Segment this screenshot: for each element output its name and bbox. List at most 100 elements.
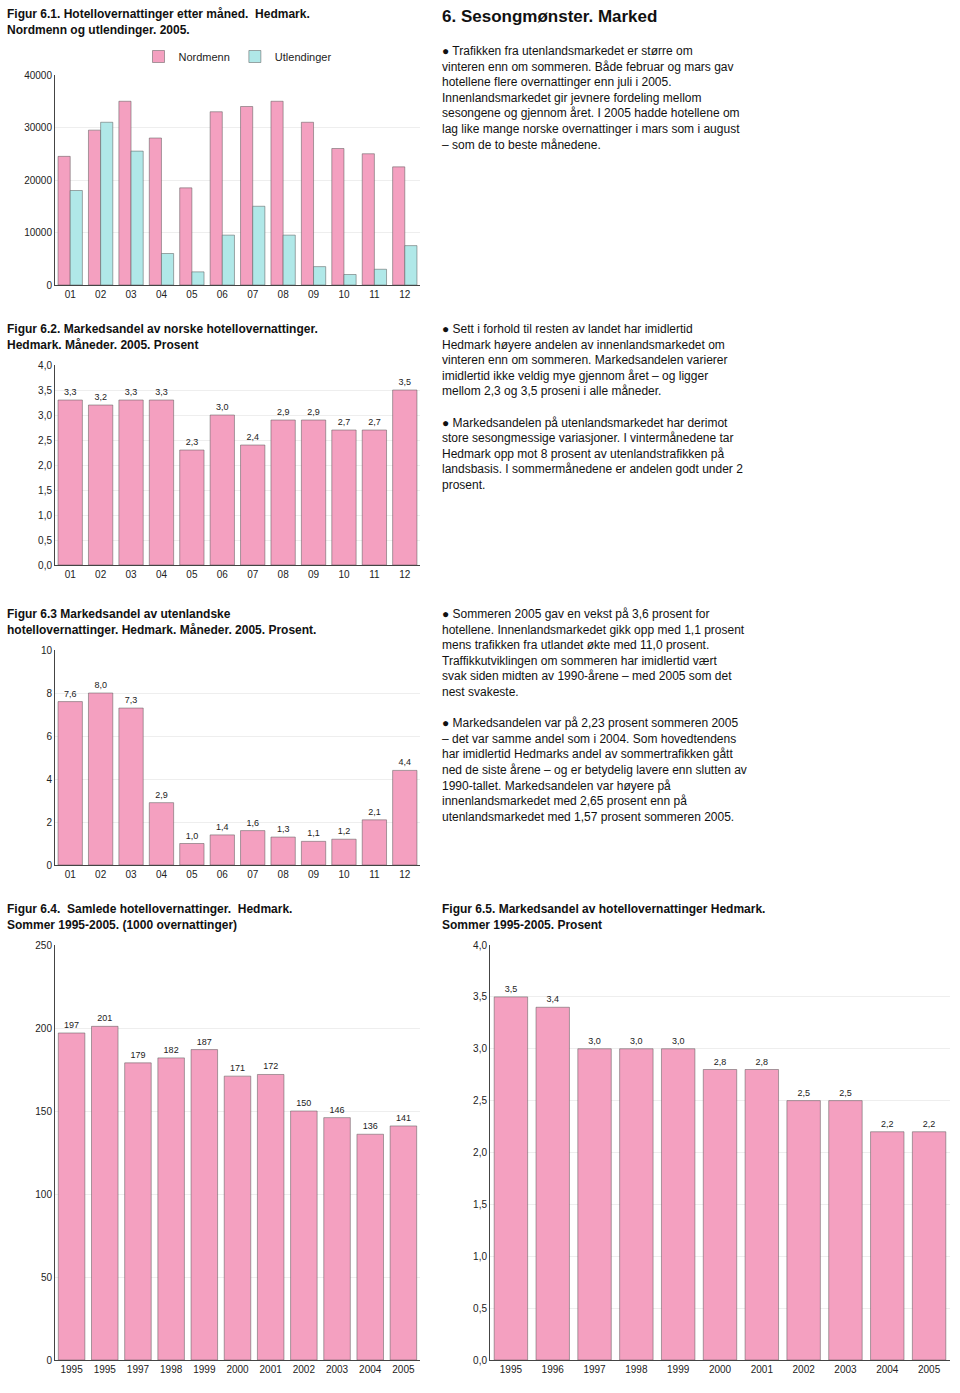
- svg-text:03: 03: [125, 569, 137, 580]
- svg-text:1,3: 1,3: [277, 824, 290, 834]
- svg-text:01: 01: [65, 869, 77, 880]
- svg-text:3,5: 3,5: [505, 984, 518, 994]
- svg-text:07: 07: [247, 569, 259, 580]
- svg-text:10: 10: [338, 869, 350, 880]
- svg-text:2005: 2005: [392, 1364, 415, 1375]
- svg-text:3,3: 3,3: [125, 387, 138, 397]
- svg-text:6. Sesongmønster. Marked: 6. Sesongmønster. Marked: [442, 7, 657, 26]
- svg-text:2005: 2005: [918, 1364, 941, 1375]
- svg-text:09: 09: [308, 569, 320, 580]
- svg-text:2004: 2004: [359, 1364, 382, 1375]
- svg-text:2,2: 2,2: [881, 1119, 894, 1129]
- svg-text:Figur 6.2. Markedsandel av nor: Figur 6.2. Markedsandel av norske hotell…: [7, 322, 318, 352]
- svg-text:Figur 6.5. Markedsandel av hot: Figur 6.5. Markedsandel av hotellovernat…: [442, 902, 765, 932]
- svg-text:04: 04: [156, 869, 168, 880]
- svg-text:2,5: 2,5: [38, 435, 52, 446]
- svg-text:1995: 1995: [500, 1364, 523, 1375]
- svg-text:0: 0: [46, 280, 52, 291]
- svg-text:06: 06: [217, 289, 229, 300]
- svg-text:1,0: 1,0: [186, 831, 199, 841]
- svg-text:● Sett i forhold til resten av: ● Sett i forhold til resten av landet ha…: [442, 322, 743, 492]
- svg-text:01: 01: [65, 289, 77, 300]
- svg-text:Nordmenn: Nordmenn: [179, 51, 230, 63]
- svg-text:Figur 6.4. Samlede hotellover: Figur 6.4. Samlede hotellovernattinger. …: [7, 902, 292, 932]
- svg-text:3,0: 3,0: [672, 1036, 685, 1046]
- svg-text:3,3: 3,3: [64, 387, 77, 397]
- svg-text:07: 07: [247, 289, 259, 300]
- svg-text:04: 04: [156, 289, 168, 300]
- svg-text:3,5: 3,5: [38, 385, 52, 396]
- svg-text:05: 05: [186, 569, 198, 580]
- svg-text:2,8: 2,8: [714, 1057, 727, 1067]
- svg-text:2003: 2003: [326, 1364, 349, 1375]
- svg-text:0,5: 0,5: [38, 535, 52, 546]
- svg-text:3,5: 3,5: [399, 377, 412, 387]
- svg-text:179: 179: [130, 1050, 145, 1060]
- svg-text:0,5: 0,5: [473, 1303, 487, 1314]
- svg-text:30000: 30000: [24, 122, 52, 133]
- svg-text:4: 4: [46, 774, 52, 785]
- svg-text:02: 02: [95, 869, 107, 880]
- svg-text:02: 02: [95, 569, 107, 580]
- svg-text:04: 04: [156, 569, 168, 580]
- svg-text:2: 2: [46, 817, 52, 828]
- svg-text:150: 150: [296, 1098, 311, 1108]
- svg-text:08: 08: [278, 869, 290, 880]
- svg-text:1997: 1997: [127, 1364, 150, 1375]
- svg-text:10000: 10000: [24, 227, 52, 238]
- svg-text:2,3: 2,3: [186, 437, 199, 447]
- svg-text:12: 12: [399, 569, 411, 580]
- svg-text:03: 03: [125, 289, 137, 300]
- svg-text:12: 12: [399, 869, 411, 880]
- svg-text:1998: 1998: [625, 1364, 648, 1375]
- svg-text:1,4: 1,4: [216, 822, 229, 832]
- svg-text:2000: 2000: [226, 1364, 249, 1375]
- svg-text:Figur 6.3 Markedsandel av uten: Figur 6.3 Markedsandel av utenlandskehot…: [7, 607, 316, 637]
- svg-text:09: 09: [308, 289, 320, 300]
- svg-text:09: 09: [308, 869, 320, 880]
- svg-text:4,0: 4,0: [38, 360, 52, 371]
- svg-text:01: 01: [65, 569, 77, 580]
- svg-text:07: 07: [247, 869, 259, 880]
- svg-text:1,0: 1,0: [38, 510, 52, 521]
- svg-text:0: 0: [46, 1355, 52, 1366]
- svg-text:4,4: 4,4: [399, 757, 412, 767]
- svg-text:1995: 1995: [60, 1364, 83, 1375]
- svg-text:1999: 1999: [667, 1364, 690, 1375]
- svg-text:3,0: 3,0: [630, 1036, 643, 1046]
- svg-text:8: 8: [46, 688, 52, 699]
- svg-text:05: 05: [186, 289, 198, 300]
- svg-text:3,0: 3,0: [588, 1036, 601, 1046]
- svg-text:100: 100: [35, 1189, 52, 1200]
- svg-text:2,9: 2,9: [307, 407, 320, 417]
- svg-text:10: 10: [338, 289, 350, 300]
- svg-text:1,1: 1,1: [307, 828, 320, 838]
- svg-text:11: 11: [369, 869, 380, 880]
- svg-text:1996: 1996: [542, 1364, 565, 1375]
- svg-text:136: 136: [363, 1121, 378, 1131]
- svg-text:03: 03: [125, 869, 137, 880]
- svg-text:05: 05: [186, 869, 198, 880]
- svg-text:2,5: 2,5: [839, 1088, 852, 1098]
- svg-text:146: 146: [330, 1105, 345, 1115]
- svg-text:1,6: 1,6: [246, 818, 259, 828]
- svg-text:2,0: 2,0: [473, 1147, 487, 1158]
- svg-text:40000: 40000: [24, 70, 52, 81]
- svg-text:08: 08: [278, 569, 290, 580]
- svg-text:11: 11: [369, 569, 380, 580]
- svg-text:1997: 1997: [583, 1364, 606, 1375]
- svg-text:4,0: 4,0: [473, 940, 487, 951]
- svg-text:2002: 2002: [793, 1364, 816, 1375]
- svg-text:12: 12: [399, 289, 411, 300]
- svg-text:2,5: 2,5: [797, 1088, 810, 1098]
- svg-text:2001: 2001: [260, 1364, 283, 1375]
- svg-text:6: 6: [46, 731, 52, 742]
- svg-text:2,2: 2,2: [923, 1119, 936, 1129]
- svg-text:2,7: 2,7: [368, 417, 381, 427]
- svg-text:1,0: 1,0: [473, 1251, 487, 1262]
- svg-text:1,2: 1,2: [338, 826, 351, 836]
- svg-text:1,5: 1,5: [473, 1199, 487, 1210]
- svg-text:2000: 2000: [709, 1364, 732, 1375]
- svg-text:2,9: 2,9: [277, 407, 290, 417]
- svg-text:187: 187: [197, 1037, 212, 1047]
